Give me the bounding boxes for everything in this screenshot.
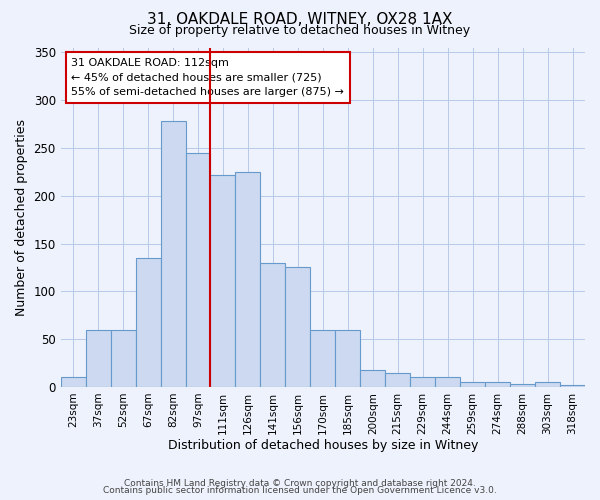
Bar <box>61 378 86 387</box>
Bar <box>136 258 161 387</box>
Bar <box>86 330 110 387</box>
Text: 31, OAKDALE ROAD, WITNEY, OX28 1AX: 31, OAKDALE ROAD, WITNEY, OX28 1AX <box>147 12 453 28</box>
Bar <box>260 262 286 387</box>
Bar <box>510 384 535 387</box>
Text: Contains public sector information licensed under the Open Government Licence v3: Contains public sector information licen… <box>103 486 497 495</box>
Bar <box>185 152 211 387</box>
Bar <box>310 330 335 387</box>
Bar <box>385 372 410 387</box>
Y-axis label: Number of detached properties: Number of detached properties <box>15 118 28 316</box>
Bar <box>286 268 310 387</box>
Text: Contains HM Land Registry data © Crown copyright and database right 2024.: Contains HM Land Registry data © Crown c… <box>124 478 476 488</box>
Bar <box>535 382 560 387</box>
Bar <box>110 330 136 387</box>
Bar <box>211 174 235 387</box>
Bar <box>435 378 460 387</box>
Bar <box>485 382 510 387</box>
Text: 31 OAKDALE ROAD: 112sqm
← 45% of detached houses are smaller (725)
55% of semi-d: 31 OAKDALE ROAD: 112sqm ← 45% of detache… <box>71 58 344 98</box>
Bar <box>360 370 385 387</box>
X-axis label: Distribution of detached houses by size in Witney: Distribution of detached houses by size … <box>167 440 478 452</box>
Bar <box>560 385 585 387</box>
Bar <box>161 121 185 387</box>
Bar <box>235 172 260 387</box>
Text: Size of property relative to detached houses in Witney: Size of property relative to detached ho… <box>130 24 470 37</box>
Bar <box>335 330 360 387</box>
Bar <box>460 382 485 387</box>
Bar <box>410 378 435 387</box>
